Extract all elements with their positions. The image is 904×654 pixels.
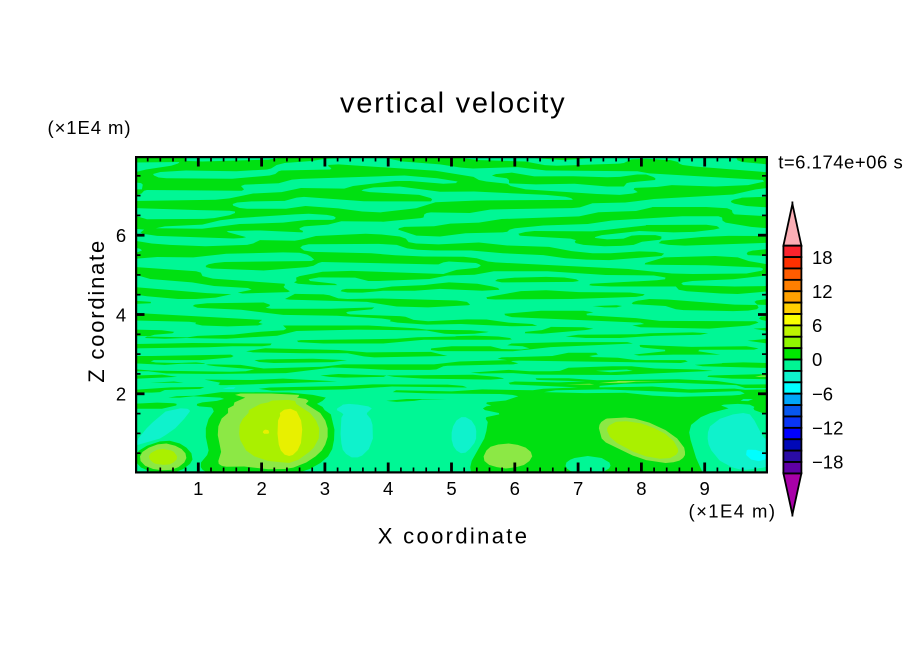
svg-text:12: 12 bbox=[812, 281, 833, 302]
svg-text:(×1E4 m): (×1E4 m) bbox=[689, 501, 776, 522]
svg-text:t=6.174e+06 s: t=6.174e+06 s bbox=[778, 152, 903, 173]
svg-text:(×1E4 m): (×1E4 m) bbox=[48, 117, 131, 138]
svg-text:X coordinate: X coordinate bbox=[378, 524, 527, 549]
svg-text:Z coordinate: Z coordinate bbox=[84, 241, 109, 383]
svg-text:−12: −12 bbox=[812, 418, 843, 439]
svg-text:4: 4 bbox=[383, 478, 393, 499]
svg-text:0: 0 bbox=[812, 349, 822, 370]
svg-text:4: 4 bbox=[116, 304, 126, 325]
svg-text:7: 7 bbox=[573, 478, 583, 499]
svg-text:1: 1 bbox=[193, 478, 203, 499]
svg-text:−18: −18 bbox=[812, 452, 843, 473]
svg-text:vertical velocity: vertical velocity bbox=[340, 88, 565, 120]
svg-text:8: 8 bbox=[636, 478, 646, 499]
svg-text:18: 18 bbox=[812, 247, 833, 268]
svg-text:3: 3 bbox=[320, 478, 330, 499]
svg-text:2: 2 bbox=[256, 478, 266, 499]
svg-text:6: 6 bbox=[116, 225, 126, 246]
svg-text:9: 9 bbox=[700, 478, 710, 499]
svg-text:2: 2 bbox=[116, 384, 126, 405]
svg-text:6: 6 bbox=[510, 478, 520, 499]
svg-text:6: 6 bbox=[812, 315, 822, 336]
svg-text:−6: −6 bbox=[812, 383, 833, 404]
svg-text:5: 5 bbox=[446, 478, 456, 499]
